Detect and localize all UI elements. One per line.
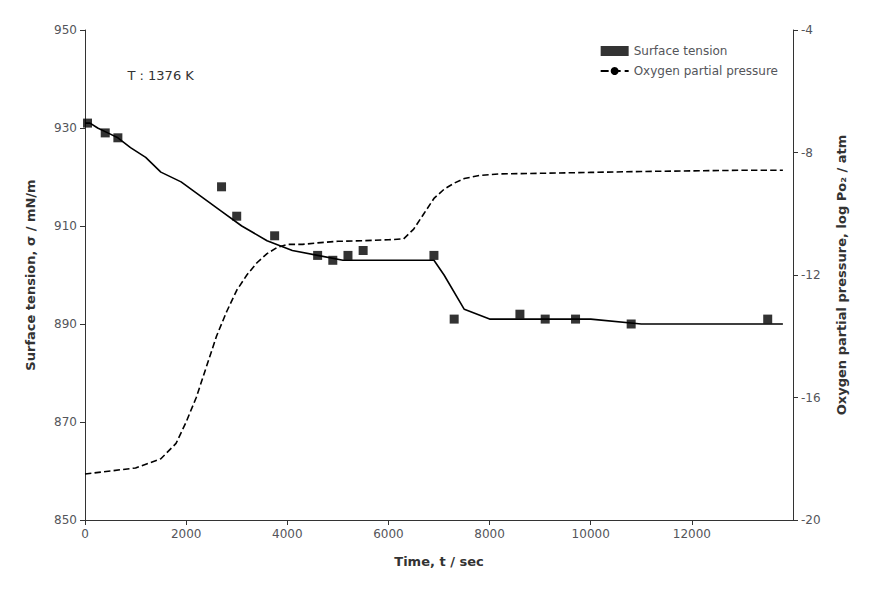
svg-text:Oxygen partial pressure: Oxygen partial pressure [634,64,778,78]
svg-text:Surface tension, σ / mN/m: Surface tension, σ / mN/m [23,179,38,370]
svg-text:8000: 8000 [474,527,505,541]
svg-text:-20: -20 [801,513,821,527]
svg-text:890: 890 [54,317,77,331]
svg-text:-8: -8 [801,146,813,160]
svg-text:Time, t / sec: Time, t / sec [394,554,483,569]
svg-text:2000: 2000 [171,527,202,541]
svg-text:930: 930 [54,121,77,135]
svg-text:910: 910 [54,219,77,233]
svg-text:850: 850 [54,513,77,527]
svg-text:950: 950 [54,23,77,37]
svg-text:Surface tension: Surface tension [634,44,728,58]
svg-text:870: 870 [54,415,77,429]
svg-text:-16: -16 [801,391,821,405]
svg-text:6000: 6000 [373,527,404,541]
svg-text:4000: 4000 [272,527,303,541]
svg-text:-4: -4 [801,23,813,37]
svg-text:12000: 12000 [673,527,711,541]
svg-text:0: 0 [81,527,89,541]
svg-text:-12: -12 [801,268,821,282]
svg-text:Oxygen partial pressure, log P: Oxygen partial pressure, log Po₂ / atm [834,135,849,415]
svg-text:T : 1376 K: T : 1376 K [126,68,194,83]
svg-text:10000: 10000 [572,527,610,541]
